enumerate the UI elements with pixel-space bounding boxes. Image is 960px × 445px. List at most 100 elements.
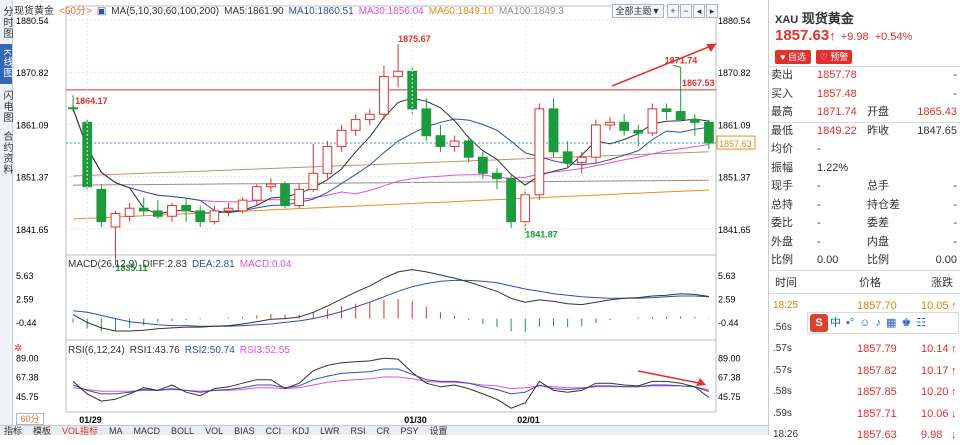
price-axis-left-label: 1870.82 xyxy=(16,68,49,78)
bottom-tab-12[interactable]: CR xyxy=(376,426,390,435)
period-box[interactable]: 60分 xyxy=(16,413,44,425)
ime-menu-icon[interactable]: ☷ xyxy=(916,317,927,329)
label-left-high: 1864.17 xyxy=(75,96,108,106)
candle-body xyxy=(562,151,573,164)
kline-chart[interactable]: 1880.54 1880.54 1870.82 1870.82 1861.09 1861.… xyxy=(14,0,768,425)
quote-price-row: 1857.63↑ +9.98 +0.54% xyxy=(775,27,912,44)
quote-row-value: - xyxy=(817,143,821,155)
bottom-tab-0[interactable]: 指标 xyxy=(4,426,23,435)
candle-body xyxy=(477,156,488,174)
quote-row: 现手 - 总手 - xyxy=(769,177,960,195)
bottom-tab-1[interactable]: 模板 xyxy=(33,426,52,435)
candle-body xyxy=(336,129,347,147)
ime-toolbar[interactable]: S 中 •° ☺ ♪ ▦ ♚ ☷ xyxy=(807,312,959,334)
rsi-header: RSI(6,12,24) RSI1:43.76 RSI2:50.74 RSI3:52.… xyxy=(68,345,295,356)
quote-row-label: 总持 xyxy=(771,198,793,211)
scroll-right-icon[interactable]: ▸ xyxy=(706,4,718,18)
ma-settings-icon[interactable]: ▣ xyxy=(96,6,107,17)
tick-time: 18:25 xyxy=(773,300,799,311)
ime-skin-icon[interactable]: ♚ xyxy=(901,317,912,329)
bottom-tab-2[interactable]: VOL指标 xyxy=(62,426,99,435)
candle-body xyxy=(209,210,220,223)
candle-body xyxy=(350,119,361,131)
tick-row: .57s 1857.82 10.17 ↑ xyxy=(769,361,960,381)
price-axis-right-label: 1880.54 xyxy=(718,16,751,26)
candle-body xyxy=(548,108,559,153)
quote-row-value: - xyxy=(817,198,821,211)
quote-row-label: 现手 xyxy=(771,180,793,192)
candle-body xyxy=(167,205,177,217)
trend-arrow-main xyxy=(611,43,717,87)
bottom-tab-4[interactable]: MACD xyxy=(133,426,161,435)
bottom-tab-3[interactable]: MA xyxy=(109,426,123,435)
rsi-axis-right-label: 89.00 xyxy=(718,353,741,363)
candle-body xyxy=(223,207,234,212)
bottom-tab-5[interactable]: BOLL xyxy=(171,426,195,435)
candle-body xyxy=(647,108,658,134)
tick-arrow-icon: ↓ xyxy=(951,407,957,420)
rsi2-line xyxy=(72,368,710,395)
quote-row-label: 买入 xyxy=(771,87,793,100)
bottom-tab-13[interactable]: PSY xyxy=(400,426,419,435)
period-label[interactable]: <60分> xyxy=(59,6,92,17)
quote-row: 最高 1871.74 开盘 1865.43 xyxy=(769,103,960,121)
ime-logo-icon[interactable]: S xyxy=(810,314,828,332)
quote-row-label: 外盘 xyxy=(771,235,793,248)
quote-row-value: - xyxy=(817,180,821,192)
trend-arrow-main-head xyxy=(706,44,716,52)
indicator-settings-icon[interactable]: ✲ xyxy=(14,343,23,354)
candle-body xyxy=(364,113,375,121)
candle-body xyxy=(506,178,516,223)
tick-time: .57s xyxy=(773,343,792,354)
label-low2: 1841.87 xyxy=(525,230,558,240)
ticks-change-header: 涨跌 xyxy=(931,277,953,289)
tick-row: .57s 1857.79 10.14 ↑ xyxy=(769,339,960,359)
quote-row: 卖出 1857.78 - xyxy=(769,66,960,84)
macd-value: MACD:0.04 xyxy=(239,259,292,270)
rsi-axis-left-label: 45.75 xyxy=(16,392,39,402)
tick-price: 1857.71 xyxy=(857,407,897,420)
zoom-in-icon[interactable]: + xyxy=(667,4,679,18)
macd-diff: DIFF:2.83 xyxy=(142,259,187,270)
tick-time: .56s xyxy=(773,321,792,333)
ma5-value: MA5:1861.90 xyxy=(224,6,284,17)
price-axis-right-label: 1841.65 xyxy=(718,225,751,235)
self-select-button[interactable]: ♥ 自选 xyxy=(775,50,811,64)
price-axis-left-label: 1851.37 xyxy=(16,173,49,183)
alert-button[interactable]: ♡ 预警 xyxy=(816,50,852,64)
quote-row: 比例 0.00 比例 0.00 xyxy=(769,251,960,269)
bottom-tab-11[interactable]: RSI xyxy=(350,426,366,435)
ime-punct-icon[interactable]: •° xyxy=(846,317,855,329)
bottom-tab-9[interactable]: KDJ xyxy=(292,426,310,435)
candle-body xyxy=(576,156,587,164)
tab-kline[interactable]: K线图 xyxy=(0,44,12,84)
bottom-tab-6[interactable]: VOL xyxy=(205,426,224,435)
candle-body xyxy=(124,207,135,217)
tick-arrow-icon: ↑ xyxy=(951,364,957,377)
macd-label: MACD(26,12,9) xyxy=(68,259,138,270)
tab-timeshare[interactable]: 分时图 xyxy=(1,5,12,39)
quote-row-label: 最低 xyxy=(771,124,793,137)
tab-contract-info[interactable]: 合约资料 xyxy=(1,131,12,175)
bottom-tab-14[interactable]: 设置 xyxy=(429,426,448,435)
bottom-tab-10[interactable]: LWR xyxy=(320,426,340,435)
candle-body xyxy=(619,121,630,131)
bottom-tab-7[interactable]: BIAS xyxy=(234,426,255,435)
theme-dropdown[interactable]: 全部主题▼ xyxy=(612,4,664,18)
scroll-left-icon[interactable]: ◂ xyxy=(693,4,705,18)
quote-row-value: - xyxy=(817,217,821,229)
candle-body xyxy=(534,108,545,196)
label-high: 1875.67 xyxy=(398,34,431,44)
ime-voice-icon[interactable]: ♪ xyxy=(875,317,881,329)
quote-row-value2: - xyxy=(953,235,957,248)
bottom-tab-8[interactable]: CCI xyxy=(265,426,282,435)
ime-chinese-icon[interactable]: 中 xyxy=(830,317,841,329)
ime-emoji-icon[interactable]: ☺ xyxy=(859,317,871,329)
main-panel-frame xyxy=(65,5,717,256)
macd-axis-right-label: 2.59 xyxy=(718,294,736,304)
zoom-out-icon[interactable]: − xyxy=(680,4,692,18)
quote-row-label: 委比 xyxy=(771,217,793,229)
trend-arrow-rsi xyxy=(637,370,705,385)
ime-keyboard-icon[interactable]: ▦ xyxy=(885,317,897,329)
tab-lightning[interactable]: 闪电图 xyxy=(1,89,12,123)
